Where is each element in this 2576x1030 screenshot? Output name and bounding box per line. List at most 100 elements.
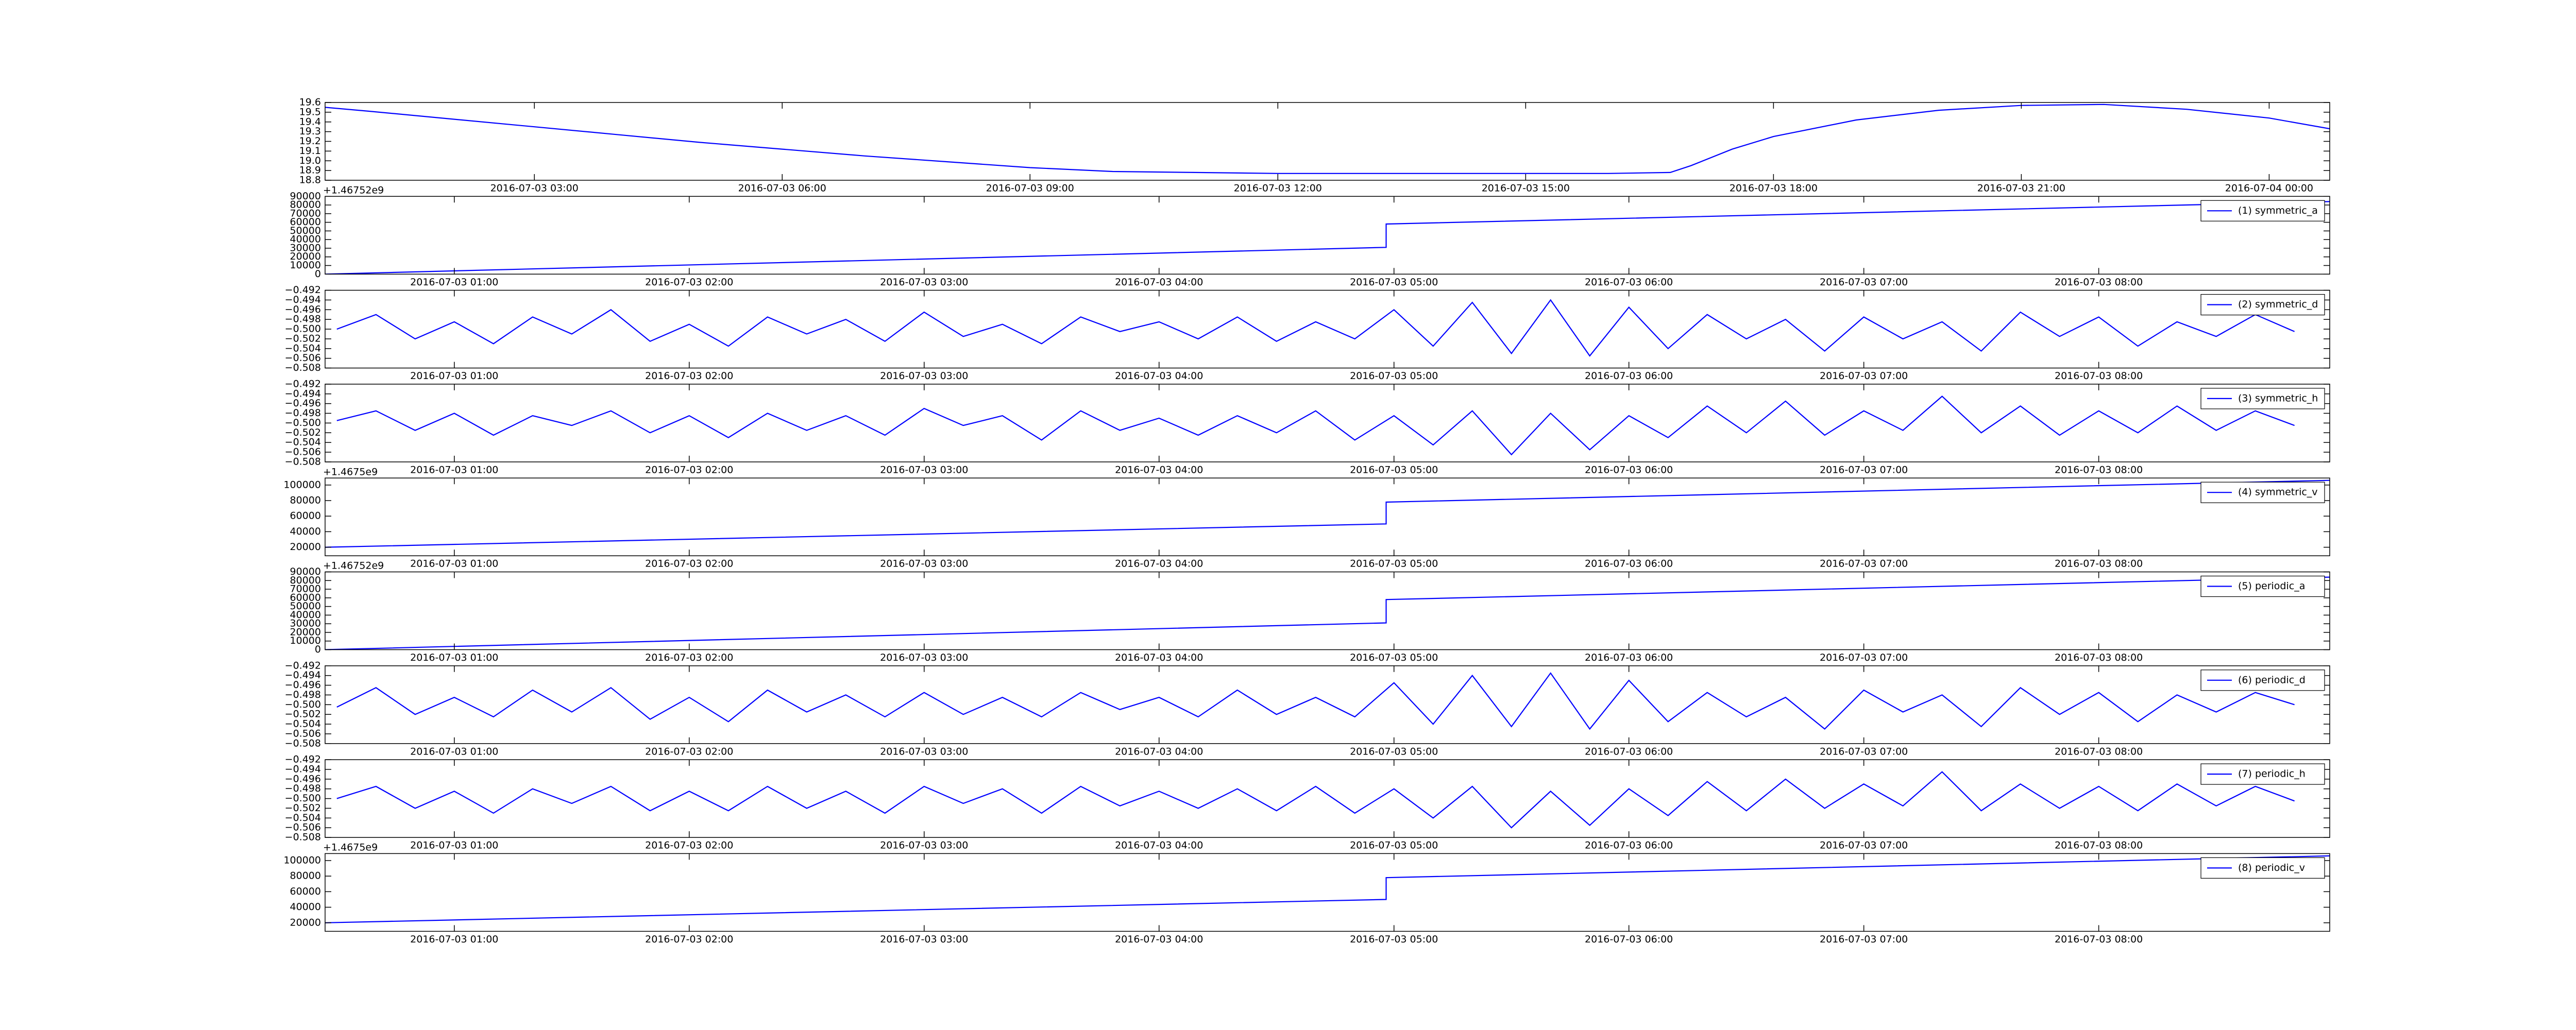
y-tick-label: 100000: [283, 479, 321, 490]
y-tick-label: −0.492: [285, 660, 321, 671]
x-tick-label: 2016-07-03 03:00: [880, 652, 968, 663]
axes-frame: [325, 759, 2330, 838]
x-tick-label: 2016-07-03 02:00: [645, 464, 733, 475]
x-tick-label: 2016-07-03 06:00: [1585, 934, 1673, 945]
y-tick-label: −0.504: [285, 437, 321, 448]
y-tick-label: −0.508: [285, 456, 321, 467]
legend-label: (1) symmetric_a: [2238, 205, 2318, 216]
y-tick-label: −0.508: [285, 362, 321, 373]
y-tick-label: −0.504: [285, 812, 321, 823]
y-tick-label: −0.498: [285, 407, 321, 419]
axes-frame: [325, 853, 2330, 932]
x-tick-label: 2016-07-03 05:00: [1350, 746, 1438, 757]
y-tick-label: −0.494: [285, 763, 321, 775]
x-tick-label: 2016-07-03 08:00: [2055, 652, 2143, 663]
y-tick-label: 0: [315, 644, 321, 655]
x-tick-label: 2016-07-03 08:00: [2055, 277, 2143, 288]
x-tick-label: 2016-07-03 03:00: [490, 183, 579, 194]
x-tick-label: 2016-07-03 02:00: [645, 746, 733, 757]
x-tick-label: 2016-07-03 04:00: [1115, 464, 1203, 475]
x-tick-label: 2016-07-03 04:00: [1115, 277, 1203, 288]
x-tick-label: 2016-07-03 02:00: [645, 277, 733, 288]
x-tick-label: 2016-07-03 05:00: [1350, 652, 1438, 663]
y-tick-label: −0.504: [285, 342, 321, 354]
y-tick-label: 19.3: [299, 126, 321, 137]
data-line: [325, 855, 2330, 923]
y-tick-label: 80000: [290, 199, 321, 211]
y-tick-label: 50000: [290, 600, 321, 612]
legend-label: (3) symmetric_h: [2238, 392, 2318, 404]
x-tick-label: 2016-07-03 05:00: [1350, 558, 1438, 570]
y-tick-label: −0.498: [285, 689, 321, 700]
x-tick-label: 2016-07-03 06:00: [1585, 840, 1673, 851]
legend-label: (2) symmetric_d: [2238, 299, 2318, 310]
y-tick-label: −0.492: [285, 754, 321, 765]
x-tick-label: 2016-07-03 02:00: [645, 840, 733, 851]
x-tick-label: 2016-07-03 05:00: [1350, 464, 1438, 475]
x-tick-label: 2016-07-03 03:00: [880, 558, 968, 570]
x-tick-label: 2016-07-03 04:00: [1115, 370, 1203, 382]
x-tick-label: 2016-07-03 15:00: [1482, 183, 1570, 194]
data-line: [325, 576, 2330, 650]
axes-frame: [325, 196, 2330, 275]
x-tick-label: 2016-07-03 04:00: [1115, 558, 1203, 570]
y-tick-label: 20000: [290, 626, 321, 638]
data-line: [325, 479, 2330, 548]
y-tick-label: −0.492: [285, 284, 321, 296]
y-tick-label: 0: [315, 268, 321, 280]
axes-frame: [325, 477, 2330, 556]
x-tick-label: 2016-07-03 01:00: [410, 370, 498, 382]
axes-frame: [325, 289, 2330, 369]
y-tick-label: 20000: [290, 917, 321, 928]
x-tick-label: 2016-07-03 04:00: [1115, 746, 1203, 757]
legend-label: (8) periodic_v: [2238, 862, 2305, 873]
x-tick-label: 2016-07-03 18:00: [1730, 183, 1818, 194]
y-tick-label: −0.506: [285, 728, 321, 739]
x-tick-label: 2016-07-03 08:00: [2055, 746, 2143, 757]
y-tick-label: 40000: [290, 234, 321, 245]
y-tick-label: 80000: [290, 870, 321, 882]
y-tick-label: 60000: [290, 216, 321, 228]
y-tick-label: 30000: [290, 242, 321, 253]
y-tick-label: −0.502: [285, 333, 321, 344]
offset-text: +1.46752e9: [323, 185, 384, 196]
offset-text: +1.4675e9: [323, 842, 378, 853]
y-tick-label: 70000: [290, 583, 321, 595]
legend-label: (7) periodic_h: [2238, 768, 2306, 780]
plot-area: [336, 299, 2295, 357]
x-tick-label: 2016-07-03 08:00: [2055, 840, 2143, 851]
y-tick-label: −0.496: [285, 304, 321, 315]
y-tick-label: 80000: [290, 575, 321, 586]
y-tick-label: 20000: [290, 251, 321, 262]
x-tick-label: 2016-07-03 12:00: [1234, 183, 1322, 194]
y-tick-label: 19.5: [299, 106, 321, 117]
x-tick-label: 2016-07-03 06:00: [1585, 464, 1673, 475]
y-tick-label: 40000: [290, 609, 321, 621]
y-tick-label: −0.504: [285, 718, 321, 730]
x-tick-label: 2016-07-03 03:00: [880, 464, 968, 475]
y-tick-label: 40000: [290, 901, 321, 913]
data-line: [325, 201, 2330, 274]
y-tick-label: −0.494: [285, 388, 321, 399]
x-tick-label: 2016-07-03 21:00: [1977, 183, 2065, 194]
legend-label: (5) periodic_a: [2238, 580, 2305, 592]
axes-frame: [325, 571, 2330, 650]
offset-text: +1.4675e9: [323, 466, 378, 477]
y-tick-label: 90000: [290, 191, 321, 202]
x-tick-label: 2016-07-03 04:00: [1115, 652, 1203, 663]
y-tick-label: −0.494: [285, 670, 321, 681]
y-tick-label: −0.506: [285, 822, 321, 833]
y-tick-label: −0.506: [285, 447, 321, 458]
x-tick-label: 2016-07-03 07:00: [1820, 464, 1908, 475]
y-tick-label: −0.500: [285, 699, 321, 710]
y-tick-label: −0.502: [285, 802, 321, 814]
x-tick-label: 2016-07-04 00:00: [2225, 183, 2313, 194]
y-tick-label: 60000: [290, 510, 321, 522]
x-tick-label: 2016-07-03 04:00: [1115, 934, 1203, 945]
x-tick-label: 2016-07-03 06:00: [1585, 277, 1673, 288]
x-tick-label: 2016-07-03 03:00: [880, 277, 968, 288]
x-tick-label: 2016-07-03 03:00: [880, 840, 968, 851]
y-tick-label: 60000: [290, 592, 321, 603]
y-tick-label: −0.496: [285, 679, 321, 691]
y-tick-label: 60000: [290, 886, 321, 897]
